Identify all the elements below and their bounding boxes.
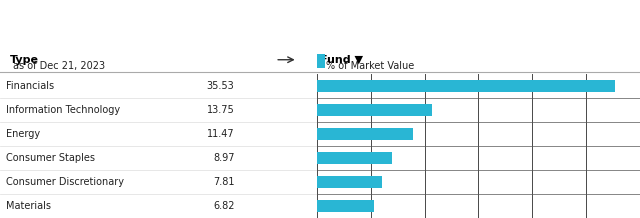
Text: as of Dec 21, 2023: as of Dec 21, 2023: [13, 61, 105, 71]
Bar: [317, 54, 325, 68]
Text: Materials: Materials: [6, 201, 51, 211]
Text: Type: Type: [10, 55, 38, 65]
Text: 11.47: 11.47: [207, 129, 234, 139]
Bar: [317, 200, 374, 212]
Text: Sector: Sector: [22, 17, 65, 29]
Text: Energy: Energy: [6, 129, 40, 139]
Bar: [317, 152, 392, 164]
Text: 35.53: 35.53: [207, 81, 234, 91]
Bar: [317, 80, 615, 92]
Text: % of Market Value: % of Market Value: [326, 61, 415, 71]
Text: Consumer Discretionary: Consumer Discretionary: [6, 177, 124, 187]
Bar: [317, 104, 432, 116]
Text: 13.75: 13.75: [207, 105, 234, 115]
Text: Financials: Financials: [6, 81, 54, 91]
Bar: [317, 128, 413, 140]
Bar: [317, 176, 382, 188]
Text: Information Technology: Information Technology: [6, 105, 120, 115]
Text: 7.81: 7.81: [213, 177, 234, 187]
Text: 8.97: 8.97: [213, 153, 234, 163]
Text: 6.82: 6.82: [213, 201, 234, 211]
Text: Consumer Staples: Consumer Staples: [6, 153, 95, 163]
Text: Fund ▼: Fund ▼: [320, 55, 363, 65]
